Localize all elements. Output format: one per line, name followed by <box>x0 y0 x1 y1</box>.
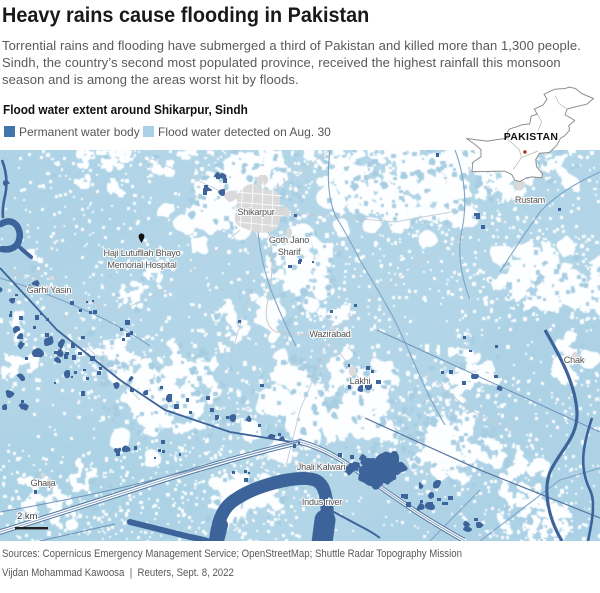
svg-text:Rustam: Rustam <box>515 195 545 205</box>
svg-text:Garhi Yasin: Garhi Yasin <box>27 285 72 295</box>
svg-text:Lakhi: Lakhi <box>350 376 371 386</box>
svg-text:Goth Jano: Goth Jano <box>269 235 309 245</box>
svg-text:Sharif: Sharif <box>278 247 301 257</box>
svg-text:Chak: Chak <box>564 355 585 365</box>
svg-text:Wazirabad: Wazirabad <box>309 329 350 339</box>
svg-text:Shikarpur: Shikarpur <box>237 207 274 217</box>
svg-text:2 km: 2 km <box>17 511 38 522</box>
svg-text:Haji Lutufllah Bhayo: Haji Lutufllah Bhayo <box>104 248 181 258</box>
svg-text:Memorial Hospital: Memorial Hospital <box>107 260 177 270</box>
svg-text:Indus river: Indus river <box>302 497 342 507</box>
svg-text:Jhali Kalwari: Jhali Kalwari <box>297 462 346 472</box>
svg-text:PAKISTAN: PAKISTAN <box>504 131 559 143</box>
svg-text:Ghaija: Ghaija <box>30 478 56 488</box>
